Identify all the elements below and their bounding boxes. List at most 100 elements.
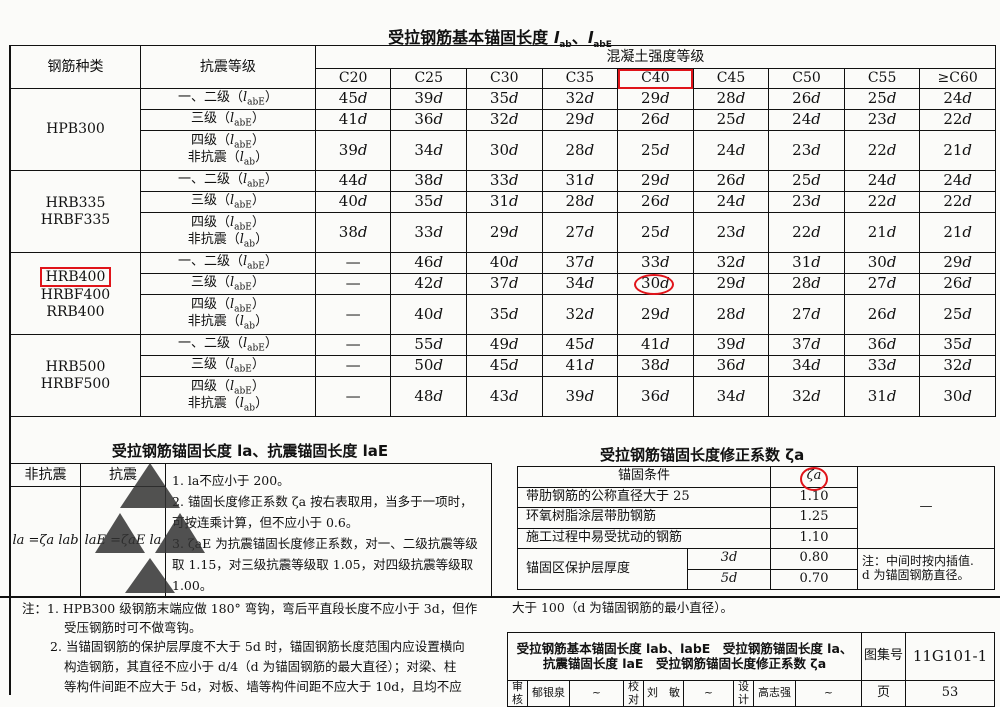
subscript: abE xyxy=(234,386,252,397)
d-symbol: d xyxy=(962,274,973,293)
anchorage-value: 29d xyxy=(617,294,694,335)
page-label: 页 xyxy=(861,679,906,707)
cover-3d: 3d xyxy=(720,550,738,566)
d-symbol: d xyxy=(735,335,746,354)
review-label: 审核 xyxy=(507,679,528,707)
d-symbol: d xyxy=(735,171,746,190)
d-symbol: d xyxy=(584,274,595,293)
subscript: ab xyxy=(243,403,256,414)
table-row: 四级（labE） 非抗震（lab） —40d 35d 32d 29d 28d 27d 26d 25… xyxy=(11,294,996,335)
steel-name: RRB400 xyxy=(46,303,105,320)
grade-label: 一、二级（labE） xyxy=(177,253,278,272)
anchorage-value: 38d xyxy=(390,170,467,192)
anchorage-value: — xyxy=(314,273,392,295)
anchorage-value: 31d xyxy=(768,252,845,274)
steel-name: HRB335 xyxy=(45,195,106,212)
grade-label: 四级（labE） xyxy=(190,378,265,397)
subscript: abE xyxy=(234,200,252,211)
grade-label: 三级（labE） xyxy=(190,274,265,293)
l-symbol: l xyxy=(229,356,235,372)
steel-name: HRBF400 xyxy=(40,287,111,304)
d-symbol: d xyxy=(886,89,897,108)
d-symbol: d xyxy=(735,222,746,241)
d-symbol: d xyxy=(433,222,444,241)
l-symbol: l xyxy=(229,132,235,148)
concrete-grade-C20: C20 xyxy=(314,68,392,89)
subscript: ab xyxy=(243,321,256,332)
d-symbol: d xyxy=(433,304,444,323)
anchorage-value: 23d xyxy=(768,191,845,213)
anchorage-value: 36d xyxy=(843,334,921,356)
anchorage-value: 24d xyxy=(919,88,996,110)
anchorage-value: 25d xyxy=(919,294,996,335)
d-symbol: d xyxy=(886,253,897,272)
table-row: HRB500 HRBF500 一、二级（labE） —55d 49d 45d 41d 39d 3… xyxy=(10,334,996,417)
atlas-label: 图集号 xyxy=(861,632,906,681)
l-symbol: l xyxy=(239,149,244,165)
d-symbol: d xyxy=(886,356,897,375)
d-symbol: d xyxy=(886,335,897,354)
d-symbol: d xyxy=(509,386,519,405)
anchorage-value: 22d xyxy=(843,130,921,171)
anchorage-value: 31d xyxy=(466,191,543,213)
anchorage-value: 32d xyxy=(541,88,619,110)
value: 1.10 xyxy=(770,527,858,549)
footnote-1: 注：1. HPB300 级钢筋末端应做 180° 弯钩，弯后平直段长度不应小于 … xyxy=(22,601,478,616)
anchorage-value: 39d xyxy=(692,334,770,356)
l-symbol: l xyxy=(239,395,244,411)
anchorage-value: 44d xyxy=(314,170,392,192)
anchorage-value: 46d xyxy=(390,252,467,274)
steel-type: HRB400 HRBF400 RRB400 xyxy=(10,252,141,335)
anchorage-value: 34d xyxy=(692,376,770,417)
d-symbol: d xyxy=(886,192,897,211)
remark-line: 注：中间时按内插值. xyxy=(862,554,974,569)
subscript: abE xyxy=(234,222,252,233)
l-symbol: l xyxy=(229,214,235,230)
anchorage-value: 40d xyxy=(466,252,543,274)
d-symbol: d xyxy=(962,171,973,190)
anchorage-value: 27d xyxy=(768,294,845,335)
anchorage-value: 32d xyxy=(466,109,543,131)
subscript: abE xyxy=(234,118,252,129)
d-symbol: d xyxy=(433,192,444,211)
d-symbol: d xyxy=(509,171,519,190)
subscript: abE xyxy=(247,179,265,190)
d-symbol: d xyxy=(433,140,444,159)
anchorage-value: 26d xyxy=(919,273,996,295)
d-symbol: d xyxy=(357,89,368,108)
anchorage-value: 41d xyxy=(541,355,619,377)
anchorage-value: 26d xyxy=(617,109,694,131)
check-label: 校对 xyxy=(623,679,644,707)
anchorage-value: 33d xyxy=(390,212,467,253)
l-symbol: l xyxy=(239,313,244,329)
anchorage-value: 25d xyxy=(843,88,921,110)
anchorage-value: 38d xyxy=(314,212,392,253)
highlight-circle xyxy=(800,467,828,491)
l-symbol: l xyxy=(242,89,248,105)
d-symbol: d xyxy=(962,253,973,272)
seismic-grade: 一、二级（labE） xyxy=(139,252,316,274)
d-symbol: d xyxy=(886,386,897,405)
d-symbol: d xyxy=(584,89,595,108)
d-symbol: d xyxy=(660,192,670,211)
footnote-2: 2. 当锚固钢筋的保护层厚度不大于 5d 时，锚固钢筋长度范围内应设置横向 xyxy=(50,639,465,654)
d-symbol: d xyxy=(735,274,746,293)
value: 0.80 xyxy=(770,548,858,570)
title-sym: l xyxy=(587,28,594,47)
steel-name: HRB400 xyxy=(39,267,112,288)
anchorage-value: 35d xyxy=(466,88,543,110)
d-symbol: d xyxy=(357,110,368,129)
anchorage-value: 25d xyxy=(617,212,694,253)
anchorage-value: 31d xyxy=(541,170,619,192)
anchorage-value: 24d xyxy=(919,170,996,192)
anchorage-value: 32d xyxy=(541,294,619,335)
anchorage-value: 21d xyxy=(843,212,921,253)
d-symbol: d xyxy=(735,140,746,159)
anchorage-value: 43d xyxy=(466,376,543,417)
seismic-grade: 三级（labE） xyxy=(139,355,316,377)
d-symbol: d xyxy=(357,171,368,190)
anchorage-value: 36d xyxy=(692,355,770,377)
d-symbol: d xyxy=(584,335,595,354)
table-row: 三级（labE） —42d 37d 34d 30d 29d 28d 27d 26d xyxy=(11,273,996,295)
d-symbol: d xyxy=(660,171,670,190)
